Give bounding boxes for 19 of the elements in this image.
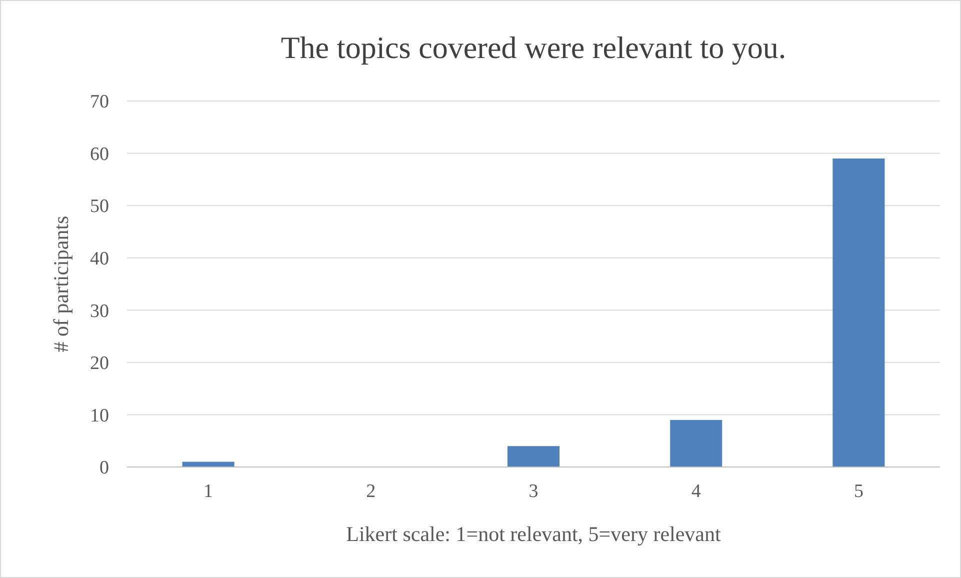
y-axis-title: # of participants — [49, 216, 73, 352]
bar — [832, 158, 885, 467]
chart-title: The topics covered were relevant to you. — [280, 30, 786, 65]
y-tick-label: 10 — [90, 405, 109, 426]
y-tick-label: 50 — [90, 196, 109, 218]
y-tick-label: 0 — [100, 458, 109, 479]
x-tick-label: 3 — [528, 481, 538, 502]
y-tick-label: 20 — [90, 353, 109, 374]
x-tick-label: 1 — [204, 481, 214, 502]
x-axis-title: Likert scale: 1=not relevant, 5=very relevant — [346, 522, 722, 546]
bar — [670, 420, 722, 467]
x-tick-label: 4 — [691, 481, 702, 502]
y-tick-label: 70 — [90, 92, 109, 113]
y-tick-label: 30 — [90, 300, 109, 322]
bar — [507, 446, 560, 467]
x-tick-label: 2 — [366, 481, 376, 502]
x-tick-label: 5 — [854, 481, 864, 502]
y-tick-label: 40 — [90, 248, 109, 270]
y-tick-label: 60 — [90, 144, 109, 165]
